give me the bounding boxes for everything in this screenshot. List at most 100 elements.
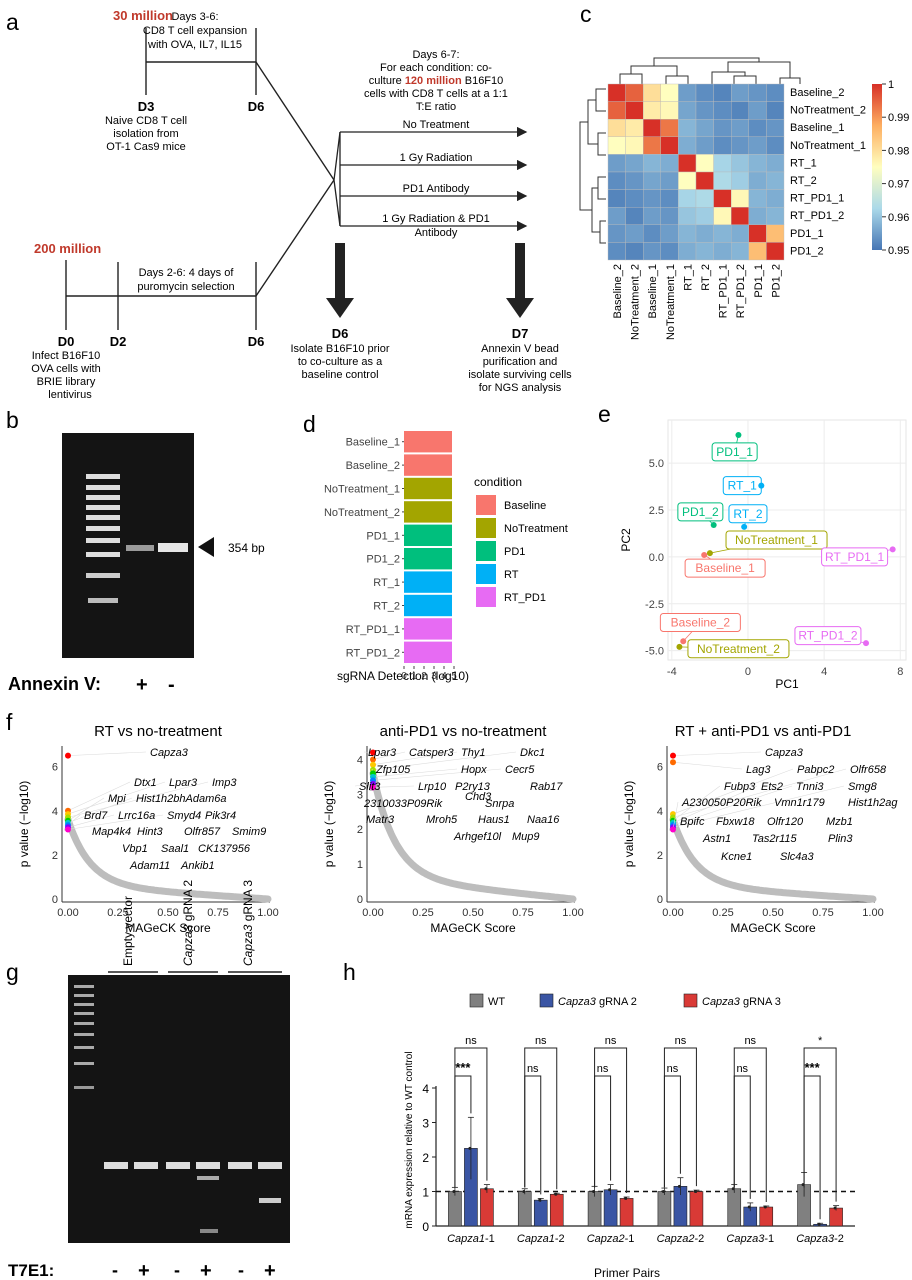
f-gene-label: Slc4a3	[780, 851, 815, 863]
heatmap-cell	[766, 206, 785, 225]
f-x-tick-label: 0.50	[157, 907, 178, 919]
f-x-tick-label: 0.50	[762, 907, 783, 919]
d-sample-label: RT_2	[373, 601, 400, 613]
heatmap-cell	[713, 224, 732, 243]
f-label-leader	[672, 801, 679, 830]
f-plot-title: anti-PD1 vs no-treatment	[380, 723, 548, 740]
f-plot: anti-PD1 vs no-treatment 0 1 2 3 4 0.00 0.25 0.5…	[322, 723, 584, 935]
f-x-tick-label: 0.25	[712, 907, 733, 919]
expansion-l2: CD8 T cell expansion	[143, 25, 247, 37]
heatmap-cell	[748, 206, 767, 225]
coculture-l1: Days 6-7:	[412, 49, 459, 61]
h-y-tick-label: 1	[422, 1186, 429, 1200]
f-xlabel: MAGeCK Score	[730, 921, 816, 935]
f-label-leader	[672, 768, 847, 818]
f-gene-label: Astn1	[702, 833, 731, 845]
heatmap-cell	[625, 101, 644, 120]
heatmap-cell	[643, 224, 662, 243]
f-gene-label: Mzb1	[826, 816, 853, 828]
h-x-tick-label: Capza3-2	[796, 1233, 844, 1245]
heatmap-cell	[695, 136, 714, 155]
f-gene-label: Cecr5	[505, 764, 535, 776]
h-sig-label: ns	[736, 1063, 748, 1075]
condition-no-treatment: No Treatment	[403, 119, 470, 131]
heatmap-cell	[695, 242, 714, 261]
lane-label-grna2: Capza3 gRNA 2	[181, 880, 195, 966]
heatmap-cell	[643, 118, 662, 137]
f-label-leader	[372, 768, 458, 778]
f-gene-label: Ankib1	[180, 860, 215, 872]
heatmap-cell	[748, 171, 767, 190]
gel-band-faint	[126, 545, 154, 551]
f-hit-point	[65, 752, 71, 759]
h-data-point	[452, 1190, 456, 1193]
heatmap-col-label: Baseline_1	[647, 264, 659, 318]
label-d3: D3	[138, 99, 155, 114]
e-x-tick-label: 4	[821, 666, 827, 678]
heatmap-cell	[713, 171, 732, 190]
d-bar	[404, 641, 452, 663]
d-legend-label: Baseline	[504, 500, 546, 512]
f-y-tick-label: 4	[52, 806, 58, 818]
label-d0: D0	[58, 334, 75, 349]
heatmap-cell	[731, 189, 750, 208]
heatmap-col-label: RT_PD1_2	[735, 264, 747, 318]
h-bar	[448, 1191, 462, 1227]
panel-f-volcano: f RT vs no-treatment 0 2 4 6 0.00 0.25 0.50 0.75…	[6, 709, 898, 935]
panel-a: a 30 million Days 3-6: CD8 T cell expans…	[6, 8, 572, 401]
h-sig-label: ***	[804, 1060, 820, 1075]
e-y-tick-label: 5.0	[649, 458, 664, 470]
d-bar	[404, 431, 452, 453]
t7e1-sign-4: +	[200, 1260, 212, 1280]
h-legend-swatch	[539, 993, 554, 1008]
heatmap-cell	[748, 154, 767, 173]
h-sig-bracket	[594, 1075, 612, 1188]
h-sig-label: ns	[535, 1035, 547, 1047]
f-hit-point	[370, 761, 376, 768]
f-label-leader	[372, 751, 517, 771]
f-x-tick-label: 0.75	[812, 907, 833, 919]
h-legend-swatch	[469, 993, 484, 1008]
heatmap-cell	[607, 171, 626, 190]
f-hit-point	[370, 784, 376, 791]
heatmap-cell	[607, 242, 626, 261]
panel-label-c: c	[580, 1, 592, 27]
h-bar	[619, 1198, 634, 1227]
colorbar-tick-label: 0.97	[888, 179, 909, 191]
d-legend-swatch	[476, 564, 496, 584]
f-point-cloud	[369, 769, 577, 903]
t7e1-sign-6: +	[264, 1260, 276, 1280]
heatmap-cell	[713, 154, 732, 173]
e-point-label: RT_1	[728, 479, 757, 493]
heatmap-cell	[625, 206, 644, 225]
expansion-l1: Days 3-6:	[171, 11, 218, 23]
heatmap-col-label: PD1_2	[770, 264, 782, 298]
t7e1-sign-3: -	[174, 1260, 180, 1280]
e-point-label: RT_PD1_1	[825, 550, 884, 564]
f-gene-label: Dkc1	[520, 747, 545, 759]
heatmap-col-label: RT_1	[682, 264, 694, 291]
f-ylabel: p value (−log10)	[622, 781, 636, 867]
e-xlabel: PC1	[775, 677, 799, 691]
d-x-tick-label: 3	[431, 671, 437, 682]
heatmap-cell	[625, 242, 644, 261]
coculture-l4: cells with CD8 T cells at a 1:1	[364, 88, 508, 100]
heatmap-cell	[607, 154, 626, 173]
f-x-tick-label: 0.00	[662, 907, 683, 919]
e-point	[741, 523, 748, 530]
f-gene-label: Hist1h2ag	[848, 797, 898, 809]
f-x-tick-label: 0.75	[512, 907, 533, 919]
heatmap-col-label: NoTreatment_1	[665, 264, 677, 340]
f-x-tick-label: 0.50	[462, 907, 483, 919]
f-label-leader	[67, 751, 147, 756]
d3-desc-2: isolation from	[113, 128, 178, 140]
heatmap-row-label: RT_1	[790, 157, 817, 169]
h-data-point	[747, 1205, 751, 1209]
f-gene-label: Lag3	[746, 764, 771, 776]
heatmap-cell	[695, 224, 714, 243]
heatmap-cell	[607, 83, 626, 102]
colorbar-tick-label: 0.95	[888, 245, 909, 257]
t7e1-sign-2: +	[138, 1260, 150, 1280]
gel-band-strong	[158, 543, 188, 552]
